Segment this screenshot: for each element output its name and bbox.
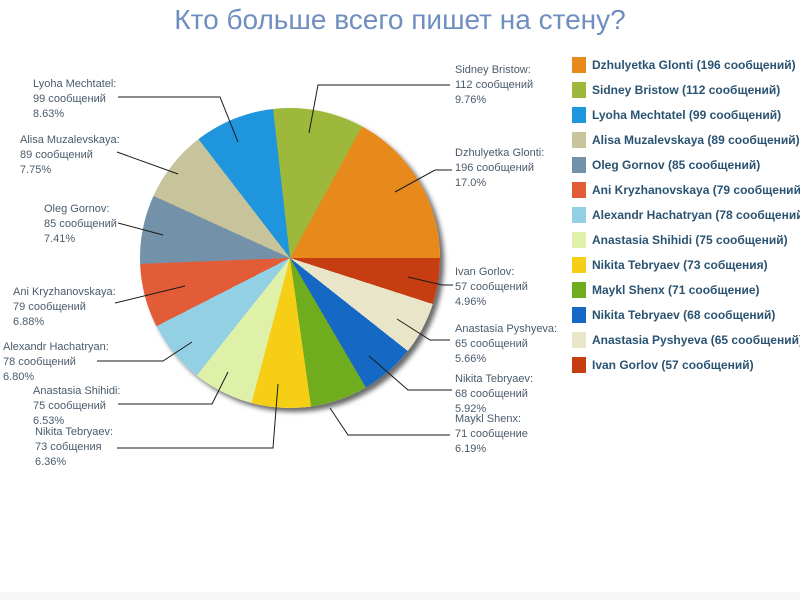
legend-label: Alexandr Hachatryan (78 сообщений) — [592, 208, 800, 222]
callout-percent: 7.75% — [20, 164, 52, 176]
legend-swatch — [572, 357, 586, 373]
callout-percent: 6.53% — [33, 415, 65, 427]
callout-count: 112 сообщений — [455, 79, 534, 91]
callout-count: 73 собщения — [35, 441, 102, 453]
legend-swatch — [572, 157, 586, 173]
legend-label: Ivan Gorlov (57 сообщений) — [592, 358, 754, 372]
pie-callout-shenx: Maykl Shenx: 71 сообщение 6.19% — [455, 412, 528, 457]
legend-swatch — [572, 332, 586, 348]
legend-label: Anastasia Shihidi (75 сообщений) — [592, 233, 788, 247]
pie-callout-hachatryan: Alexandr Hachatryan: 78 сообщений 6.80% — [3, 340, 109, 385]
callout-count: 71 сообщение — [455, 428, 528, 440]
callout-percent: 8.63% — [33, 108, 65, 120]
callout-count: 57 сообщений — [455, 281, 528, 293]
legend-swatch — [572, 132, 586, 148]
callout-name: Sidney Bristow: — [455, 64, 531, 76]
callout-percent: 6.80% — [3, 371, 35, 383]
pie-callout-gorlov: Ivan Gorlov: 57 сообщений 4.96% — [455, 265, 528, 310]
legend-swatch — [572, 232, 586, 248]
legend-label: Lyoha Mechtatel (99 сообщений) — [592, 108, 782, 122]
pie-callout-tebryaev73: Nikita Tebryaev: 73 собщения 6.36% — [35, 425, 113, 470]
legend-swatch — [572, 82, 586, 98]
callout-name: Oleg Gornov: — [44, 203, 110, 215]
callout-percent: 17.0% — [455, 177, 487, 189]
legend-label: Nikita Tebryaev (68 сообщений) — [592, 308, 776, 322]
legend-swatch — [572, 182, 586, 198]
callout-name: Alisa Muzalevskaya: — [20, 134, 120, 146]
callout-percent: 5.92% — [455, 403, 487, 415]
legend-swatch — [572, 282, 586, 298]
callout-count: 196 сообщений — [455, 162, 534, 174]
callout-name: Nikita Tebryaev: — [35, 426, 114, 438]
pie-chart — [140, 108, 440, 408]
callout-name: Anastasia Pyshyeva: — [455, 323, 558, 335]
chart-title: Кто больше всего пишет на стену? — [174, 4, 626, 35]
callout-percent: 7.41% — [44, 233, 76, 245]
legend-label: Ani Kryzhanovskaya (79 сообщений) — [592, 183, 800, 197]
callout-name: Lyoha Mechtatel: — [33, 78, 117, 90]
callout-percent: 9.76% — [455, 94, 487, 106]
legend-swatch — [572, 57, 586, 73]
footer-strip — [0, 592, 800, 600]
legend-label: Dzhulyetka Glonti (196 сообщений) — [592, 58, 796, 72]
callout-percent: 5.66% — [455, 353, 487, 365]
callout-name: Nikita Tebryaev: — [455, 373, 534, 385]
legend-swatch — [572, 257, 586, 273]
callout-count: 75 сообщений — [33, 400, 106, 412]
legend-label: Alisa Muzalevskaya (89 сообщений) — [592, 133, 800, 147]
callout-name: Maykl Shenx: — [455, 413, 522, 425]
callout-count: 99 сообщений — [33, 93, 106, 105]
legend-label: Anastasia Pyshyeva (65 сообщений) — [592, 333, 800, 347]
callout-name: Anastasia Shihidi: — [33, 385, 121, 397]
legend-swatch — [572, 207, 586, 223]
callout-name: Ani Kryzhanovskaya: — [13, 286, 116, 298]
callout-name: Dzhulyetka Glonti: — [455, 147, 545, 159]
legend-label: Sidney Bristow (112 сообщений) — [592, 83, 781, 97]
pie-callout-tebryaev68: Nikita Tebryaev: 68 сообщений 5.92% — [455, 372, 533, 417]
legend-label: Maykl Shenx (71 сообщение) — [592, 283, 760, 297]
legend-swatch — [572, 107, 586, 123]
legend-label: Oleg Gornov (85 сообщений) — [592, 158, 761, 172]
callout-percent: 4.96% — [455, 296, 487, 308]
callout-percent: 6.88% — [13, 316, 45, 328]
pie-callout-muzalevskaya: Alisa Muzalevskaya: 89 сообщений 7.75% — [20, 133, 120, 178]
callout-count: 78 сообщений — [3, 356, 76, 368]
legend-label: Nikita Tebryaev (73 собщения) — [592, 258, 768, 272]
pie-callout-kryzhanovskaya: Ani Kryzhanovskaya: 79 сообщений 6.88% — [13, 285, 116, 330]
callout-count: 65 сообщений — [455, 338, 528, 350]
pie-callout-gornov: Oleg Gornov: 85 сообщений 7.41% — [44, 202, 117, 247]
callout-percent: 6.36% — [35, 456, 67, 468]
pie-callout-bristow: Sidney Bristow: 112 сообщений 9.76% — [455, 63, 533, 108]
callout-count: 68 сообщений — [455, 388, 528, 400]
pie-callout-shihidi: Anastasia Shihidi: 75 сообщений 6.53% — [33, 384, 120, 429]
callout-count: 79 сообщений — [13, 301, 86, 313]
pie-callout-pyshyeva: Anastasia Pyshyeva: 65 сообщений 5.66% — [455, 322, 557, 367]
leader-line-shenx — [329, 407, 450, 436]
callout-count: 89 сообщений — [20, 149, 93, 161]
callout-percent: 6.19% — [455, 443, 487, 455]
callout-name: Ivan Gorlov: — [455, 266, 515, 278]
pie-callout-glonti: Dzhulyetka Glonti: 196 сообщений 17.0% — [455, 146, 544, 191]
pie-callout-mechtatel: Lyoha Mechtatel: 99 сообщений 8.63% — [33, 77, 116, 122]
callout-count: 85 сообщений — [44, 218, 117, 230]
legend-swatch — [572, 307, 586, 323]
callout-name: Alexandr Hachatryan: — [3, 341, 109, 353]
